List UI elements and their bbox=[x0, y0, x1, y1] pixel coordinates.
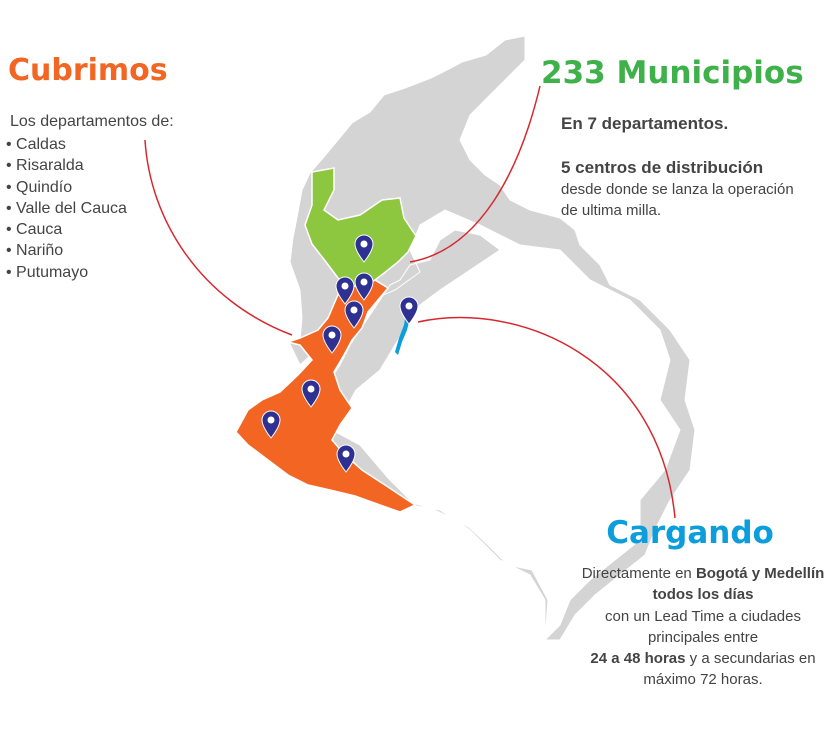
location-pin-icon bbox=[344, 300, 364, 329]
list-item: Cauca bbox=[6, 219, 127, 240]
location-pin-icon bbox=[336, 444, 356, 473]
list-item: Nariño bbox=[6, 240, 127, 261]
distribution-centers-description: desde donde se lanza la operación de ult… bbox=[561, 181, 794, 219]
list-item: Valle del Cauca bbox=[6, 198, 127, 219]
list-item: Risaralda bbox=[6, 155, 127, 176]
connector-line-coverage bbox=[144, 139, 293, 336]
list-item: Quindío bbox=[6, 177, 127, 198]
location-pin-icon bbox=[399, 296, 419, 325]
loading-title: Cargando bbox=[606, 515, 774, 551]
loading-line2: con un Lead Time a ciudades principales … bbox=[605, 607, 801, 646]
coverage-title: Cubrimos bbox=[8, 53, 168, 88]
map-region-green bbox=[304, 167, 417, 289]
distribution-centers-title: 5 centros de distribución bbox=[561, 158, 764, 177]
loading-line3-bold: 24 a 48 horas bbox=[590, 650, 686, 668]
loading-line1: Directamente en bbox=[581, 565, 696, 582]
list-item: Caldas bbox=[6, 134, 127, 155]
location-pin-icon bbox=[301, 379, 321, 408]
map-region-orange bbox=[235, 279, 417, 513]
location-pin-icon bbox=[322, 325, 342, 354]
location-pin-icon bbox=[335, 276, 355, 305]
map-region-blue bbox=[395, 312, 410, 355]
connector-line-loading bbox=[417, 316, 676, 519]
list-item: Putumayo bbox=[6, 262, 127, 283]
loading-line3: y a secundarias en máximo 72 horas. bbox=[643, 650, 816, 689]
coverage-intro: Los departamentos de: bbox=[10, 113, 174, 130]
loading-description: Directamente en Bogotá y Medellín todos … bbox=[572, 563, 832, 691]
department-list: Caldas Risaralda Quindío Valle del Cauca… bbox=[6, 134, 127, 283]
departments-count: En 7 departamentos. bbox=[561, 114, 729, 133]
location-pin-icon bbox=[261, 410, 281, 439]
municipalities-title: 233 Municipios bbox=[541, 55, 804, 91]
connector-line-municipalities bbox=[409, 85, 541, 263]
location-pin-icon bbox=[354, 234, 374, 263]
location-pin-icon bbox=[354, 272, 374, 301]
loading-line1-bold: Bogotá y Medellín todos los días bbox=[652, 565, 825, 604]
